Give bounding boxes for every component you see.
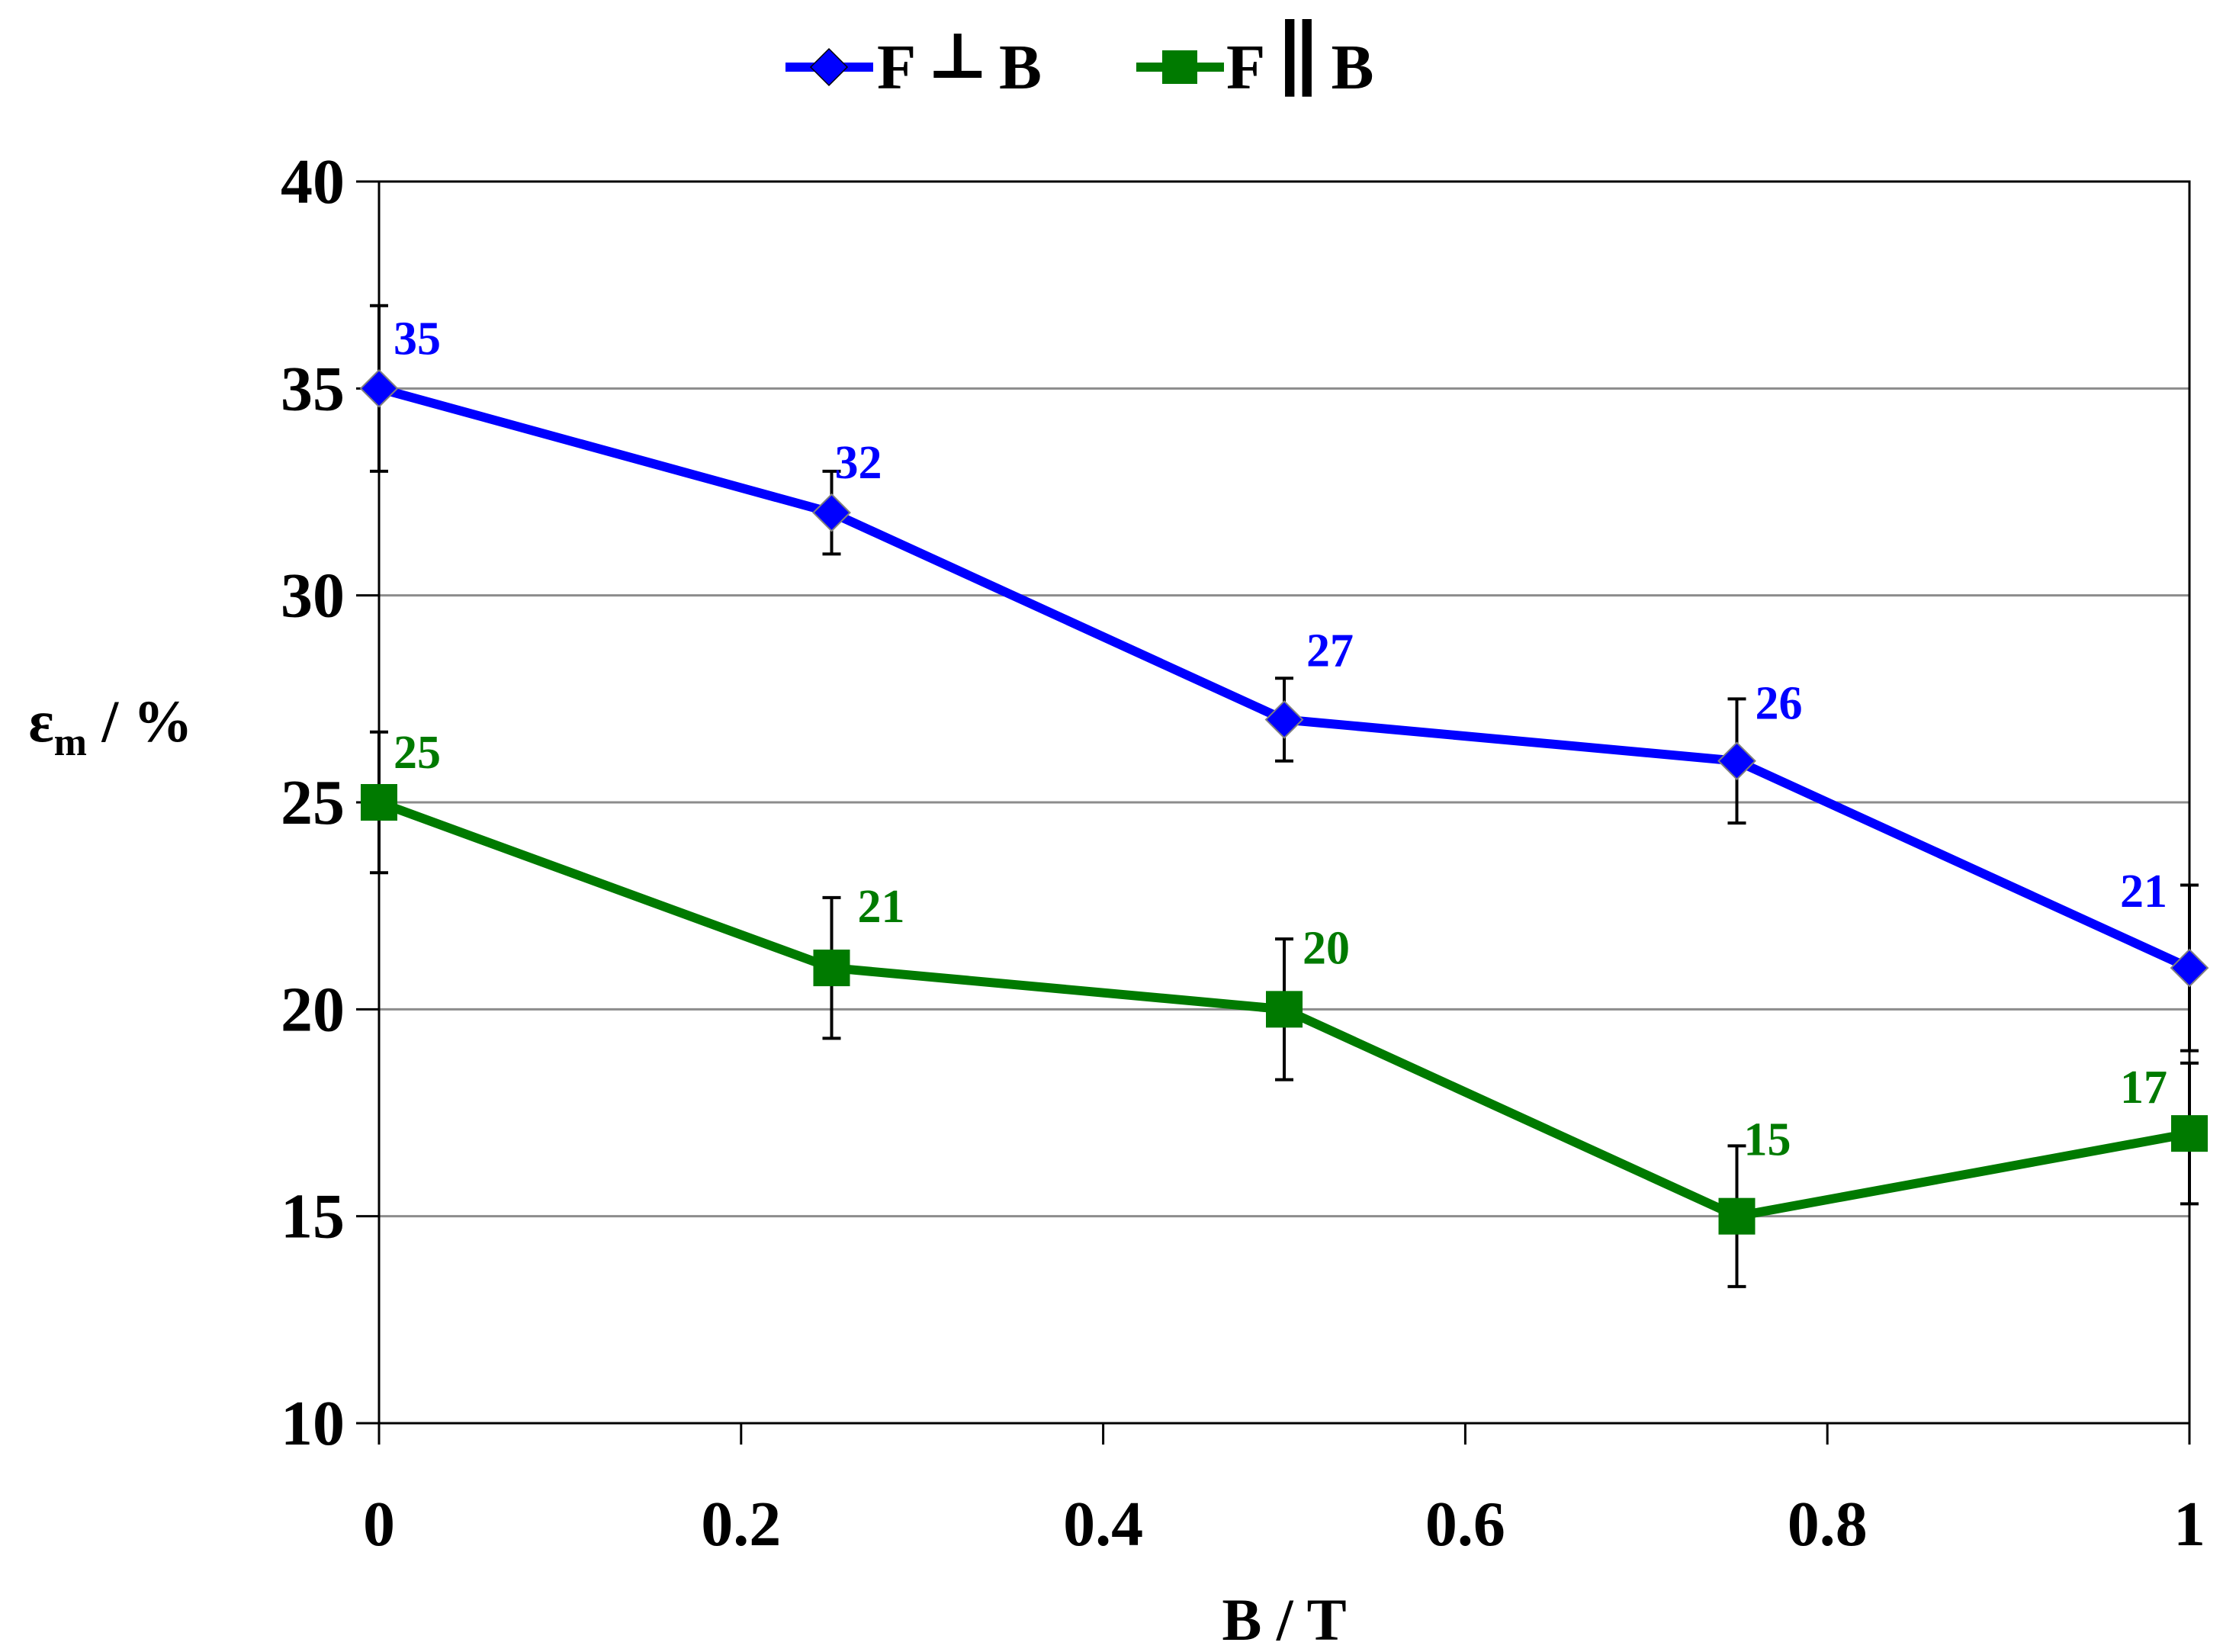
- legend: F ⊥ B F ∥ B: [785, 14, 1374, 107]
- legend-perp-f: F: [877, 32, 916, 103]
- legend-perp-b: B: [999, 32, 1042, 103]
- axes: 10 15 20 25 30 35 40 0 0.2 0.4 0.6 0.8 1: [281, 146, 2205, 1560]
- data-label: 35: [394, 313, 441, 365]
- legend-marker-diamond-icon: [809, 47, 849, 87]
- legend-item-perpendicular: F ⊥ B: [785, 21, 1042, 103]
- legend-par-b: B: [1332, 32, 1374, 103]
- x-tick-label: 1: [2173, 1489, 2205, 1560]
- data-point-diamond: [359, 368, 399, 408]
- data-point-square: [361, 784, 397, 821]
- y-tick-label: 25: [281, 767, 345, 838]
- data-label: 21: [2120, 866, 2167, 918]
- legend-marker-square-icon: [1162, 50, 1197, 84]
- y-tick-label: 35: [281, 353, 345, 424]
- data-label: 32: [835, 437, 882, 489]
- data-label: 20: [1303, 922, 1350, 974]
- data-label: 26: [1756, 678, 1803, 730]
- x-tick-label: 0.8: [1788, 1489, 1868, 1560]
- legend-label-parallel: F ∥ B: [1226, 14, 1374, 107]
- data-point-diamond: [1717, 741, 1756, 781]
- data-point-diamond: [812, 493, 851, 532]
- data-point-diamond: [1264, 700, 1304, 739]
- x-tick-label: 0.6: [1425, 1489, 1505, 1560]
- y-tick-label: 20: [281, 974, 345, 1045]
- series-perpendicular: 35 32 27 26 21: [359, 304, 2209, 1053]
- data-point-square: [1718, 1197, 1756, 1235]
- y-tick-label: 10: [281, 1388, 345, 1459]
- y-axis-title-rest: / %: [87, 688, 193, 754]
- data-label: 27: [1306, 625, 1354, 677]
- x-tick-label: 0.2: [701, 1489, 781, 1560]
- x-axis-title: B / T: [1222, 1586, 1346, 1652]
- legend-item-parallel: F ∥ B: [1136, 14, 1374, 107]
- y-axis-title-main: ε: [28, 688, 53, 754]
- data-label: 15: [1744, 1114, 1791, 1166]
- x-tick-label: 0.4: [1063, 1489, 1143, 1560]
- y-tick-label: 30: [281, 561, 345, 632]
- legend-par-symbol: ∥: [1276, 14, 1320, 107]
- series: 35 32 27 26 21 25 21 20 15 17: [359, 304, 2209, 1288]
- legend-perp-symbol: ⊥: [927, 21, 988, 92]
- data-point-square: [1266, 991, 1303, 1028]
- data-point-square: [2171, 1115, 2208, 1152]
- legend-par-f: F: [1226, 32, 1265, 103]
- x-tick-label: 0: [363, 1489, 395, 1560]
- data-label: 25: [394, 727, 441, 779]
- data-point-square: [813, 950, 850, 987]
- y-axis-title: εm / %: [28, 688, 192, 764]
- y-tick-label: 40: [281, 146, 345, 217]
- y-axis-title-sub: m: [54, 721, 87, 764]
- grid-lines: [379, 387, 2189, 1218]
- y-tick-label: 15: [281, 1181, 345, 1252]
- legend-label-perpendicular: F ⊥ B: [877, 21, 1042, 103]
- series-parallel: 25 21 20 15 17: [361, 727, 2208, 1288]
- data-label: 21: [858, 881, 905, 933]
- data-point-diamond: [2170, 948, 2209, 988]
- data-label: 17: [2120, 1062, 2167, 1114]
